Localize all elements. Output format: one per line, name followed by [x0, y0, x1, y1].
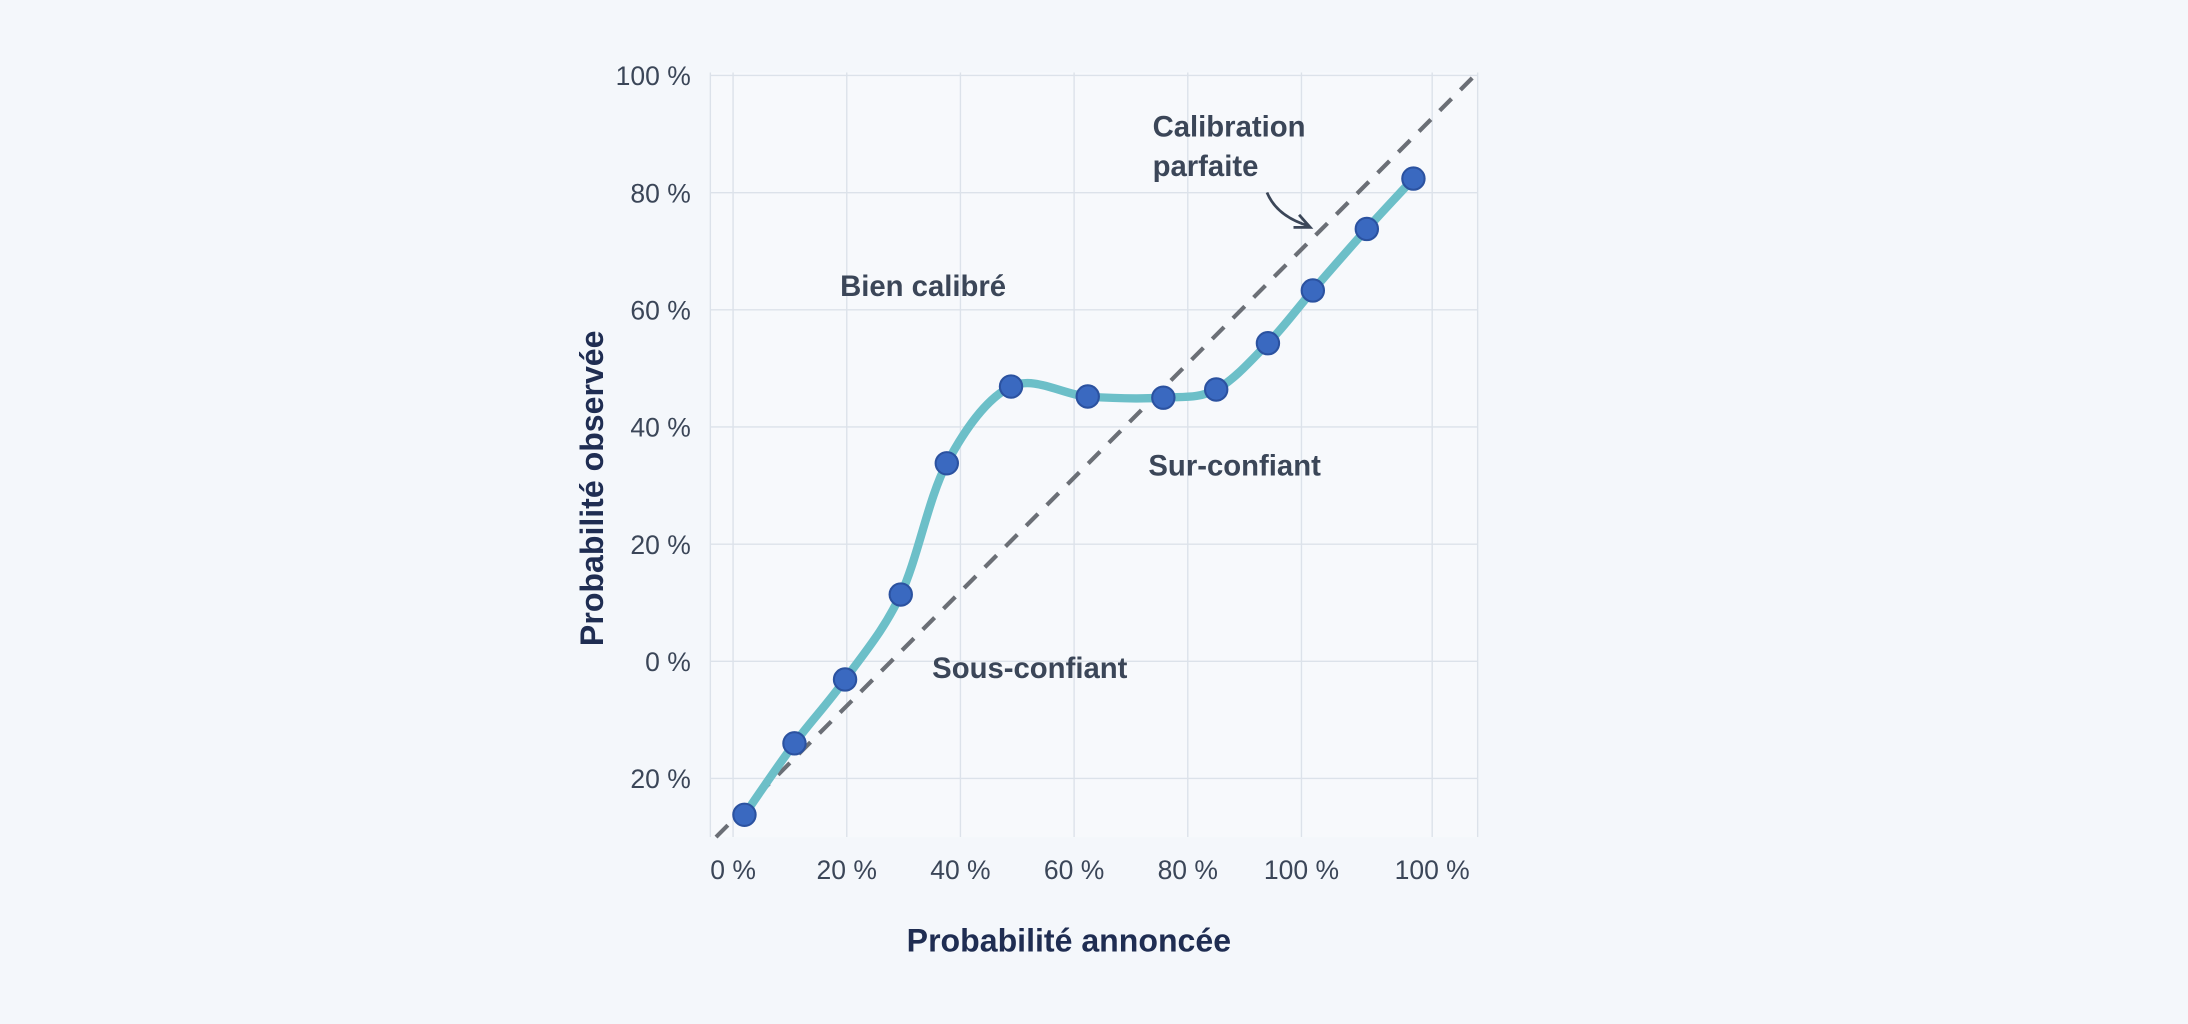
y-tick-label: 20 % — [630, 530, 690, 560]
y-tick-label: 0 % — [645, 647, 691, 677]
annotation-arrow — [1265, 191, 1310, 228]
reference-line — [714, 71, 1480, 839]
annotation: Sous-confiant — [932, 652, 1127, 685]
y-tick-label: 40 % — [630, 413, 690, 443]
point — [1255, 330, 1281, 356]
point — [888, 582, 913, 607]
annotation: Calibration parfaite — [1153, 111, 1306, 183]
x-axis-title: Probabilité annoncée — [907, 922, 1231, 958]
x-tick-label: 40 % — [930, 855, 990, 885]
point — [1203, 377, 1229, 402]
reference — [714, 71, 1480, 839]
x-tick-label: 80 % — [1158, 855, 1218, 885]
x-tick-label: 20 % — [817, 855, 877, 885]
x-tick-label: 0 % — [710, 855, 756, 885]
x-tick-label: 100 % — [1264, 855, 1339, 885]
y-tick-label: 80 % — [630, 178, 690, 208]
x-tick-label: 100 % — [1395, 855, 1470, 885]
y-axis-title: Probabilité observée — [574, 331, 610, 647]
tick-labels: 0 % 20 % 40 % 60 % 80 % 100 % 100 % 100 % 80 % 60… — [616, 61, 1470, 885]
point — [1401, 166, 1426, 191]
point — [998, 374, 1024, 399]
grid — [709, 72, 1479, 838]
point — [1354, 216, 1380, 242]
annotation: Bien calibré — [840, 270, 1006, 303]
annotation-arrowhead — [1293, 213, 1314, 229]
point — [782, 731, 807, 756]
point — [1075, 384, 1100, 409]
x-tick-label: 60 % — [1044, 855, 1104, 885]
point — [832, 667, 858, 692]
y-tick-label: 60 % — [630, 296, 690, 326]
point — [1151, 385, 1176, 410]
y-tick-label: 20 % — [630, 764, 690, 794]
point — [1300, 278, 1326, 303]
point — [732, 802, 757, 828]
point — [934, 451, 959, 476]
y-tick-label: 100 % — [616, 61, 691, 91]
annotation: Sur-confiant — [1148, 450, 1321, 483]
marks — [732, 166, 1426, 828]
